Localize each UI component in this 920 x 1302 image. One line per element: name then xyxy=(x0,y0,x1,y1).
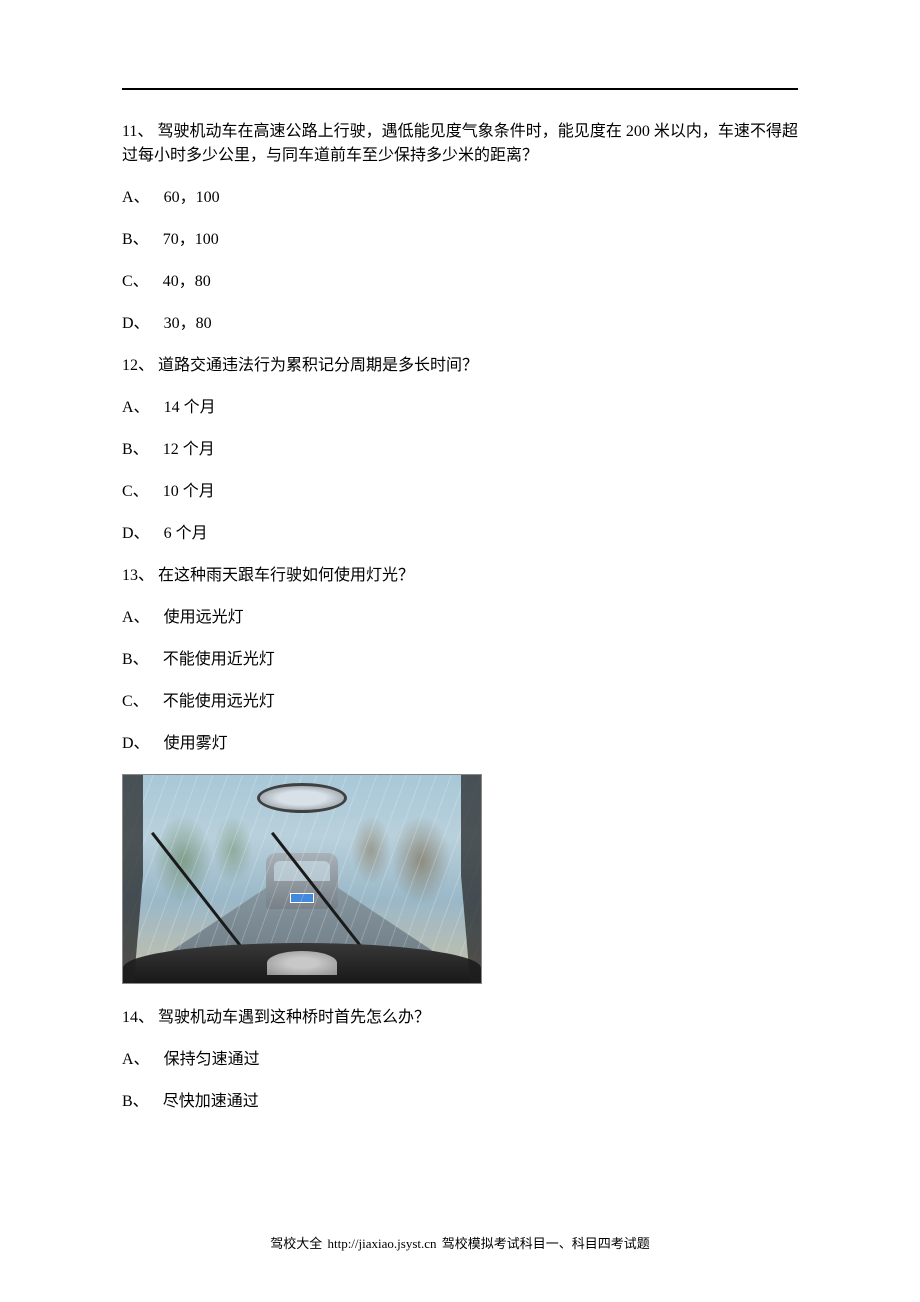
question-13-illustration xyxy=(122,774,482,984)
option-11-d: D、 30，80 xyxy=(122,312,798,336)
option-label: A、 xyxy=(122,186,150,210)
question-number: 14、 xyxy=(122,1009,154,1026)
option-12-a: A、 14 个月 xyxy=(122,396,798,420)
option-value: 40，80 xyxy=(163,270,211,294)
page-content: 11、 驾驶机动车在高速公路上行驶，遇低能见度气象条件时，能见度在 200 米以… xyxy=(122,88,798,1132)
question-number: 12、 xyxy=(122,357,154,374)
option-label: A、 xyxy=(122,396,150,420)
option-value: 不能使用近光灯 xyxy=(163,648,275,672)
option-13-b: B、 不能使用近光灯 xyxy=(122,648,798,672)
question-11: 11、 驾驶机动车在高速公路上行驶，遇低能见度气象条件时，能见度在 200 米以… xyxy=(122,120,798,168)
option-12-c: C、 10 个月 xyxy=(122,480,798,504)
question-number: 11、 xyxy=(122,123,153,140)
option-value: 6 个月 xyxy=(164,522,208,546)
option-11-a: A、 60，100 xyxy=(122,186,798,210)
option-label: B、 xyxy=(122,438,149,462)
option-value: 12 个月 xyxy=(163,438,215,462)
option-label: C、 xyxy=(122,270,149,294)
option-value: 使用远光灯 xyxy=(164,606,244,630)
option-label: C、 xyxy=(122,690,149,714)
option-label: C、 xyxy=(122,480,149,504)
option-label: B、 xyxy=(122,648,149,672)
question-number: 13、 xyxy=(122,567,154,584)
question-13: 13、 在这种雨天跟车行驶如何使用灯光？ xyxy=(122,564,798,588)
option-value: 30，80 xyxy=(164,312,212,336)
option-label: B、 xyxy=(122,228,149,252)
question-14: 14、 驾驶机动车遇到这种桥时首先怎么办？ xyxy=(122,1006,798,1030)
question-12: 12、 道路交通违法行为累积记分周期是多长时间？ xyxy=(122,354,798,378)
option-label: D、 xyxy=(122,732,150,756)
question-body: 道路交通违法行为累积记分周期是多长时间？ xyxy=(158,357,478,374)
option-value: 尽快加速通过 xyxy=(163,1090,259,1114)
option-value: 70，100 xyxy=(163,228,219,252)
option-label: B、 xyxy=(122,1090,149,1114)
option-label: A、 xyxy=(122,606,150,630)
page-footer: 驾校大全 http://jiaxiao.jsyst.cn 驾校模拟考试科目一、科… xyxy=(0,1233,920,1252)
option-value: 10 个月 xyxy=(163,480,215,504)
option-value: 不能使用远光灯 xyxy=(163,690,275,714)
option-value: 保持匀速通过 xyxy=(164,1048,260,1072)
option-value: 60，100 xyxy=(164,186,220,210)
option-12-d: D、 6 个月 xyxy=(122,522,798,546)
footer-tail: 驾校模拟考试科目一、科目四考试题 xyxy=(442,1236,650,1251)
option-value: 使用雾灯 xyxy=(164,732,228,756)
option-11-c: C、 40，80 xyxy=(122,270,798,294)
footer-url: http://jiaxiao.jsyst.cn xyxy=(327,1236,436,1251)
option-13-c: C、 不能使用远光灯 xyxy=(122,690,798,714)
option-value: 14 个月 xyxy=(164,396,216,420)
option-label: D、 xyxy=(122,522,150,546)
question-body: 驾驶机动车在高速公路上行驶，遇低能见度气象条件时，能见度在 200 米以内，车速… xyxy=(122,123,798,164)
option-14-a: A、 保持匀速通过 xyxy=(122,1048,798,1072)
option-12-b: B、 12 个月 xyxy=(122,438,798,462)
option-label: A、 xyxy=(122,1048,150,1072)
footer-site-name: 驾校大全 xyxy=(270,1236,322,1251)
option-13-a: A、 使用远光灯 xyxy=(122,606,798,630)
rearview-mirror-icon xyxy=(257,783,347,813)
option-13-d: D、 使用雾灯 xyxy=(122,732,798,756)
option-11-b: B、 70，100 xyxy=(122,228,798,252)
option-14-b: B、 尽快加速通过 xyxy=(122,1090,798,1114)
question-body: 驾驶机动车遇到这种桥时首先怎么办？ xyxy=(158,1009,430,1026)
option-label: D、 xyxy=(122,312,150,336)
question-body: 在这种雨天跟车行驶如何使用灯光？ xyxy=(158,567,414,584)
